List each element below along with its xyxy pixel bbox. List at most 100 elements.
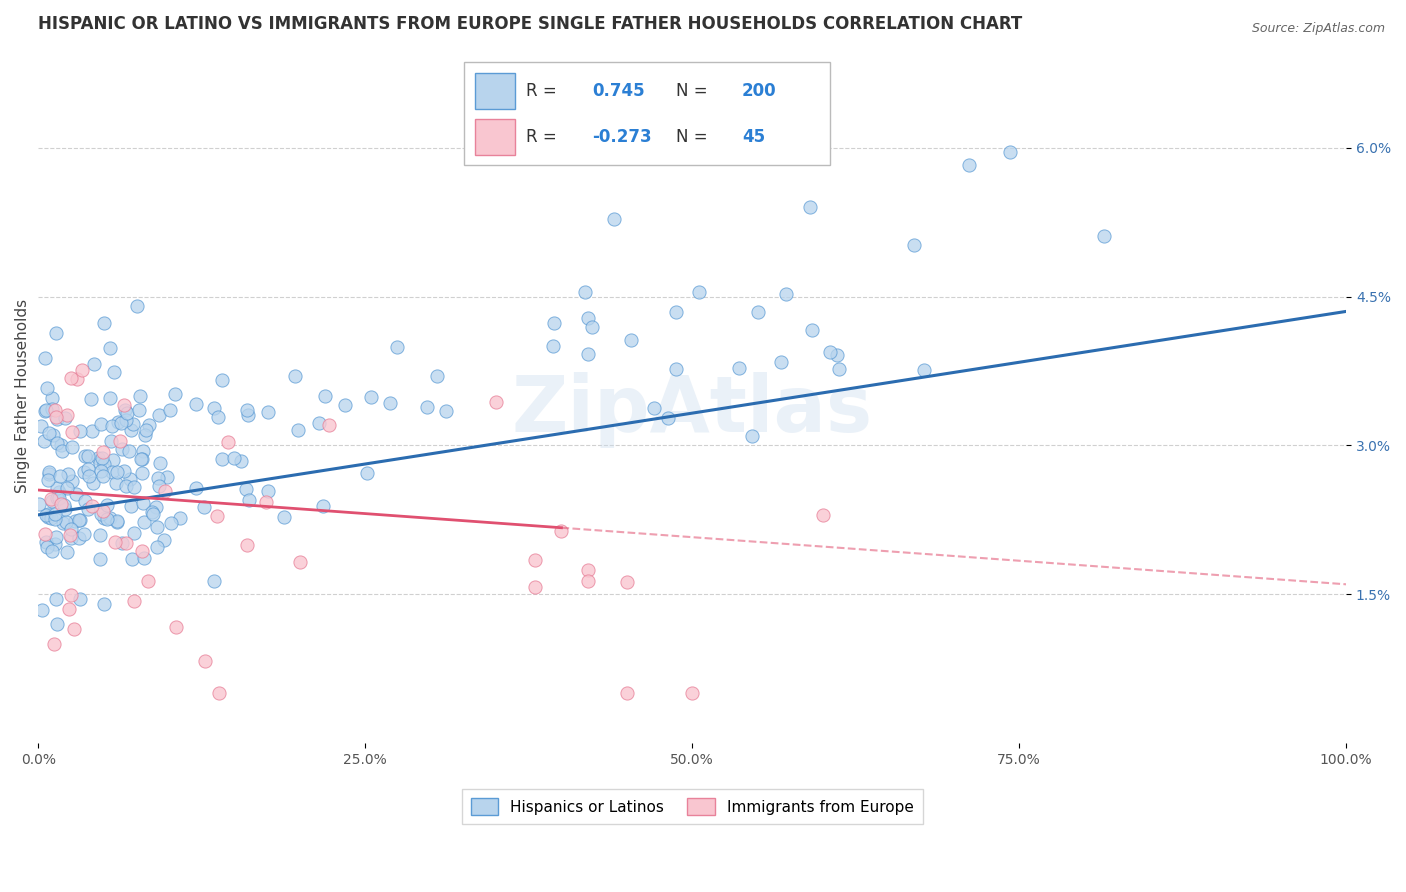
Point [90, 507, 112, 521]
Point [156, 469, 179, 483]
Point [799, 200, 821, 214]
Point [52, 498, 75, 512]
Point [41, 391, 63, 405]
Point [34, 351, 56, 365]
Point [308, 416, 330, 430]
Point [38, 467, 60, 481]
Point [45, 410, 67, 425]
Point [69, 592, 91, 607]
Point [1092, 229, 1115, 244]
Point [574, 285, 596, 299]
Point [657, 410, 679, 425]
Point [34, 404, 56, 418]
Point [89, 456, 111, 470]
Point [65, 487, 87, 501]
Point [60, 532, 83, 546]
Point [193, 500, 215, 514]
Point [747, 304, 769, 318]
Point [98, 391, 121, 405]
Point [643, 401, 665, 415]
Point [141, 505, 163, 519]
Point [416, 400, 439, 414]
Point [235, 483, 257, 497]
Point [87, 450, 110, 465]
Point [184, 397, 207, 411]
Point [44, 403, 66, 417]
Point [217, 434, 239, 449]
Point [45, 592, 67, 607]
Point [132, 443, 155, 458]
Point [107, 415, 129, 429]
Point [41, 494, 63, 508]
Point [184, 481, 207, 495]
Point [56, 545, 79, 559]
Point [236, 538, 259, 552]
Point [58, 467, 80, 481]
Point [35, 403, 58, 417]
Point [91, 451, 114, 466]
Point [60, 522, 83, 536]
Point [73, 465, 96, 479]
Point [131, 451, 153, 466]
Point [77, 462, 100, 476]
Point [665, 304, 688, 318]
Point [48, 491, 70, 505]
Point [91, 445, 114, 459]
Point [105, 515, 128, 529]
Point [80, 392, 103, 406]
Point [576, 563, 599, 577]
Point [122, 417, 145, 431]
Point [59, 527, 82, 541]
Point [93, 317, 115, 331]
Text: R =: R = [526, 82, 557, 100]
Point [524, 553, 547, 567]
Text: 45: 45 [742, 128, 765, 145]
Point [122, 594, 145, 608]
Point [134, 427, 156, 442]
Point [287, 423, 309, 437]
Point [998, 145, 1021, 159]
Point [73, 449, 96, 463]
Point [67, 531, 90, 545]
Point [44, 512, 66, 526]
Point [49, 497, 72, 511]
Point [39, 492, 62, 507]
FancyBboxPatch shape [464, 62, 830, 165]
Point [128, 402, 150, 417]
Point [202, 401, 225, 415]
Point [211, 373, 233, 387]
Point [145, 540, 167, 554]
Point [39, 511, 62, 525]
Point [75, 494, 97, 508]
Point [118, 443, 141, 458]
Point [202, 574, 225, 589]
Point [91, 469, 114, 483]
Point [110, 535, 132, 549]
Point [93, 511, 115, 525]
Point [53, 411, 76, 425]
Point [104, 534, 127, 549]
Point [828, 362, 851, 376]
Point [76, 502, 98, 516]
Point [112, 398, 135, 412]
Point [288, 556, 311, 570]
Point [236, 408, 259, 422]
Point [112, 464, 135, 478]
Point [426, 369, 449, 384]
Point [58, 602, 80, 616]
FancyBboxPatch shape [475, 119, 515, 155]
Point [146, 519, 169, 533]
Point [770, 355, 793, 369]
Point [145, 500, 167, 515]
Point [775, 287, 797, 301]
Point [65, 514, 87, 528]
Text: R =: R = [526, 128, 557, 145]
Text: N =: N = [676, 82, 707, 100]
Point [222, 450, 245, 465]
Point [103, 453, 125, 467]
Point [194, 654, 217, 668]
Point [110, 442, 132, 456]
Point [603, 211, 626, 226]
Point [49, 438, 72, 452]
Point [104, 476, 127, 491]
